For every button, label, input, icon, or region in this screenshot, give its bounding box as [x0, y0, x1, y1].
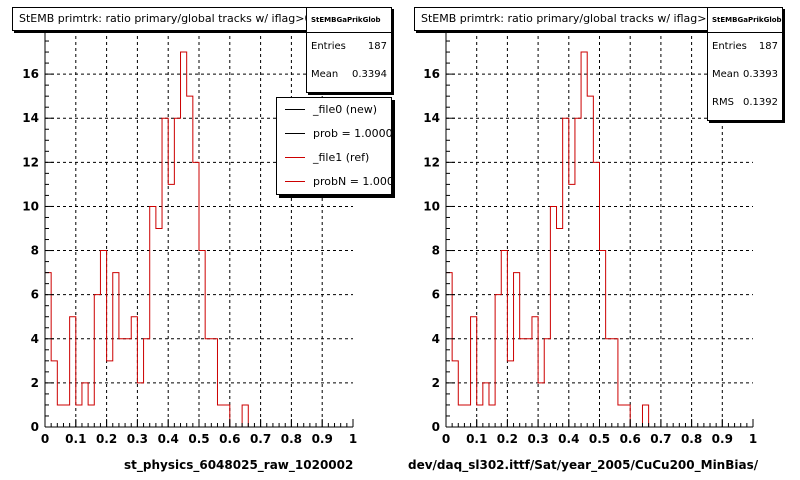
y-tick-label-left-5: 10	[22, 199, 39, 213]
y-tick-label-left-1: 2	[31, 376, 39, 390]
stats-mean-row-left: Mean 0.3394	[307, 61, 391, 89]
legend-line-new	[285, 109, 305, 110]
x-tick-label-right-10: 1	[749, 432, 757, 446]
stats-mean-value-right: 0.3393	[743, 69, 778, 80]
stats-entries-label-left: Entries	[311, 41, 346, 52]
x-tick-label-left-5: 0.5	[188, 432, 209, 446]
y-tick-label-right-3: 6	[432, 288, 440, 302]
chart-title-right: StEMB primtrk: ratio primary/global trac…	[414, 7, 721, 31]
legend-entry-ref: _file1 (ref)	[277, 146, 391, 170]
stats-entries-label-right: Entries	[712, 41, 747, 52]
y-tick-label-right-7: 14	[423, 111, 440, 125]
x-tick-label-right-4: 0.4	[558, 432, 579, 446]
x-tick-label-left-8: 0.8	[281, 432, 302, 446]
legend-entry-new: _file0 (new)	[277, 98, 391, 122]
x-tick-label-left-1: 0.1	[65, 432, 86, 446]
chart-title-left-text: StEMB primtrk: ratio primary/global trac…	[19, 12, 312, 25]
stats-name-right: StEMBGaPrikGlob	[708, 8, 782, 33]
x-tick-label-right-3: 0.3	[527, 432, 548, 446]
stats-mean-label-left: Mean	[311, 69, 339, 80]
stats-entries-row-left: Entries 187	[307, 33, 391, 61]
x-tick-label-right-6: 0.6	[620, 432, 641, 446]
y-tick-label-right-1: 2	[432, 376, 440, 390]
legend-label-probn: probN = 1.000000	[313, 175, 391, 188]
y-tick-label-right-2: 4	[432, 332, 440, 346]
chart-title-right-text: StEMB primtrk: ratio primary/global trac…	[421, 12, 714, 25]
y-tick-label-left-4: 8	[31, 244, 39, 258]
x-tick-label-left-6: 0.6	[219, 432, 240, 446]
stats-rms-row-right: RMS 0.1392	[708, 89, 782, 117]
x-axis-title-left: st_physics_6048025_raw_1020002	[124, 458, 354, 472]
y-tick-label-left-0: 0	[31, 420, 39, 434]
stats-entries-value-right: 187	[758, 41, 778, 52]
x-tick-label-right-1: 0.1	[466, 432, 487, 446]
legend-entry-probn: probN = 1.000000	[277, 170, 391, 194]
x-tick-label-right-5: 0.5	[589, 432, 610, 446]
y-tick-label-left-6: 12	[22, 155, 39, 169]
x-tick-label-right-7: 0.7	[650, 432, 671, 446]
legend-line-ref	[285, 157, 305, 158]
y-tick-label-right-6: 12	[423, 155, 440, 169]
y-tick-label-right-8: 16	[423, 67, 440, 81]
stats-mean-label-right: Mean	[712, 69, 740, 80]
x-tick-label-left-2: 0.2	[96, 432, 117, 446]
legend-label-ref: _file1 (ref)	[313, 151, 370, 164]
legend-line-prob	[285, 133, 305, 134]
stats-entries-value-left: 187	[367, 41, 387, 52]
x-tick-label-left-10: 1	[349, 432, 357, 446]
legend-label-prob: prob = 1.000000	[313, 127, 392, 140]
x-tick-label-right-9: 0.9	[712, 432, 733, 446]
stats-rms-label-right: RMS	[712, 97, 734, 108]
stats-box-left: StEMBGaPrikGlob Entries 187 Mean 0.3394	[306, 7, 392, 93]
x-tick-label-right-2: 0.2	[497, 432, 518, 446]
y-tick-label-right-0: 0	[432, 420, 440, 434]
x-tick-label-left-7: 0.7	[250, 432, 271, 446]
stats-mean-value-left: 0.3394	[352, 69, 387, 80]
x-tick-label-left-4: 0.4	[158, 432, 179, 446]
x-tick-label-left-3: 0.3	[127, 432, 148, 446]
x-tick-label-left-0: 0	[41, 432, 49, 446]
legend-entry-prob: prob = 1.000000	[277, 122, 391, 146]
stats-box-right: StEMBGaPrikGlob Entries 187 Mean 0.3393 …	[707, 7, 783, 121]
legend-label-new: _file0 (new)	[313, 103, 378, 116]
x-axis-title-right: dev/daq_sl302.ittf/Sat/year_2005/CuCu200…	[408, 458, 759, 472]
y-tick-label-right-5: 10	[423, 199, 440, 213]
legend-line-probn	[285, 181, 305, 182]
x-tick-label-left-9: 0.9	[312, 432, 333, 446]
y-tick-label-left-2: 4	[31, 332, 39, 346]
y-tick-label-right-4: 8	[432, 244, 440, 258]
stats-name-left: StEMBGaPrikGlob	[307, 8, 391, 33]
stats-rms-value-right: 0.1392	[743, 97, 778, 108]
stats-mean-row-right: Mean 0.3393	[708, 61, 782, 89]
chart-title-left: StEMB primtrk: ratio primary/global trac…	[12, 7, 319, 31]
x-tick-label-right-0: 0	[442, 432, 450, 446]
y-tick-label-left-7: 14	[22, 111, 39, 125]
legend-box: _file0 (new) prob = 1.000000 _file1 (ref…	[276, 97, 392, 195]
stats-entries-row-right: Entries 187	[708, 33, 782, 61]
x-tick-label-right-8: 0.8	[681, 432, 702, 446]
y-tick-label-left-3: 6	[31, 288, 39, 302]
y-tick-label-left-8: 16	[22, 67, 39, 81]
